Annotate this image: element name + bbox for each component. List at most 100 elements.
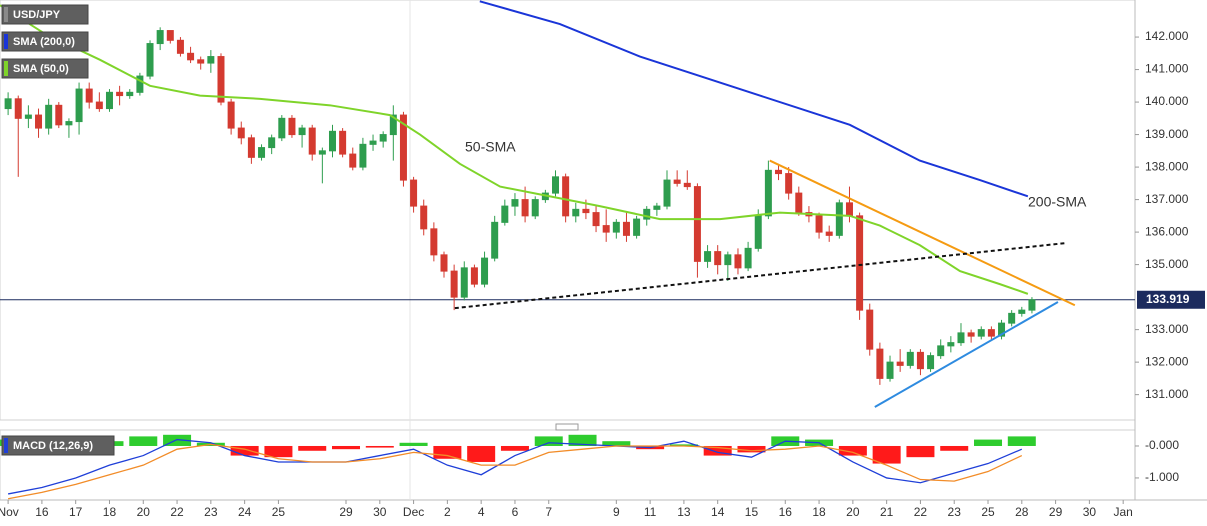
y-tick-label: 136.000 (1145, 224, 1189, 238)
candle-body (602, 225, 610, 233)
x-tick-label: 2 (444, 505, 451, 519)
macd-line (7, 438, 1023, 495)
candle-body (866, 309, 874, 350)
histogram-bar (467, 445, 496, 462)
candle-body (1008, 312, 1016, 324)
y-tick-label: -0.000 (1145, 438, 1179, 452)
candle-body (65, 121, 73, 126)
x-tick-label: 22 (170, 505, 184, 519)
legend-box[interactable] (1, 58, 89, 79)
candle-body (582, 208, 590, 214)
candle-body (430, 228, 438, 256)
x-tick-label: 20 (137, 505, 151, 519)
candle-body (470, 267, 478, 285)
histogram-bar (703, 445, 732, 456)
x-tick-label: 14 (711, 505, 725, 519)
candle-body (987, 329, 995, 337)
histogram-bar (365, 445, 394, 448)
y-tick-label: -1.000 (1145, 470, 1179, 484)
last-price-label: 133.919 (1146, 292, 1190, 306)
candle-body (663, 179, 671, 207)
candle-body (95, 101, 103, 110)
legend: MACD (12,26,9) (1, 435, 115, 456)
candle-body (328, 130, 336, 152)
candle-body (85, 88, 93, 103)
y-tick-label: 132.000 (1145, 354, 1189, 368)
legend-label: MACD (12,26,9) (13, 440, 93, 452)
panel-resize-handle[interactable] (555, 423, 579, 431)
candle-body (693, 186, 701, 262)
candle-body (775, 169, 783, 175)
candle-body (420, 205, 428, 230)
macd-line (7, 443, 1023, 500)
x-tick-label: 4 (478, 505, 485, 519)
candle-body (268, 137, 276, 149)
candle-body (237, 127, 245, 139)
candle-body (906, 351, 914, 366)
histogram-bar (940, 445, 969, 451)
legend-box[interactable] (1, 435, 115, 456)
trend-line (769, 159, 1076, 307)
candle-body (562, 176, 570, 217)
candle-body (14, 98, 22, 119)
candle-body (197, 59, 205, 64)
candle-body (55, 104, 63, 126)
histogram-bar (974, 439, 1003, 446)
histogram-bar (872, 445, 901, 464)
histogram-bar (230, 445, 259, 456)
candle-body (1018, 309, 1026, 314)
candle-body (896, 361, 904, 366)
candle-body (683, 182, 691, 188)
histogram-bar (669, 444, 698, 446)
candle-body (116, 91, 124, 97)
candle-body (592, 212, 600, 227)
candle-body (785, 173, 793, 194)
sma-label: 50-SMA (465, 139, 516, 155)
candle-body (673, 179, 681, 184)
candle-body (937, 345, 945, 357)
candle-body (552, 176, 560, 194)
y-tick-label: 131.000 (1145, 387, 1189, 401)
candle-body (886, 361, 894, 379)
candle-body (298, 127, 306, 136)
histogram-bar (129, 436, 158, 446)
histogram-bar (433, 445, 462, 459)
candle-body (633, 218, 641, 236)
candle-body (916, 351, 924, 370)
x-tick-label: 18 (103, 505, 117, 519)
price-plot (0, 0, 1135, 408)
candle-body (440, 254, 448, 272)
x-tick-label: 23 (948, 505, 962, 519)
candle-body (207, 56, 215, 64)
legend-swatch (4, 7, 8, 22)
histogram-bar (298, 445, 327, 451)
candle-body (531, 199, 539, 217)
legend-swatch (4, 34, 8, 49)
y-tick-label: 141.000 (1145, 62, 1189, 76)
candle-body (105, 91, 113, 110)
candle-body (136, 75, 144, 93)
candle-body (998, 322, 1006, 337)
histogram-bar (534, 436, 563, 446)
x-tick-label: 20 (846, 505, 860, 519)
x-tick-label: 30 (373, 505, 387, 519)
candle-body (734, 254, 742, 269)
histogram-bar (500, 445, 529, 451)
histogram-bar (568, 434, 597, 446)
candle-body (744, 247, 752, 269)
sma-label: 200-SMA (1028, 194, 1087, 210)
candle-body (4, 98, 12, 110)
histogram-bar (163, 434, 192, 446)
candle-body (612, 221, 620, 233)
y-tick-label: 135.000 (1145, 257, 1189, 271)
candle-body (75, 88, 83, 123)
x-tick-label: 29 (339, 505, 353, 519)
candle-body (947, 342, 955, 347)
legend-box[interactable] (1, 4, 89, 25)
y-tick-label: 139.000 (1145, 127, 1189, 141)
legend-box[interactable] (1, 31, 89, 52)
histogram-bar (737, 445, 766, 453)
y-tick-label: 140.000 (1145, 94, 1189, 108)
candle-body (724, 254, 732, 266)
candle-body (815, 215, 823, 233)
